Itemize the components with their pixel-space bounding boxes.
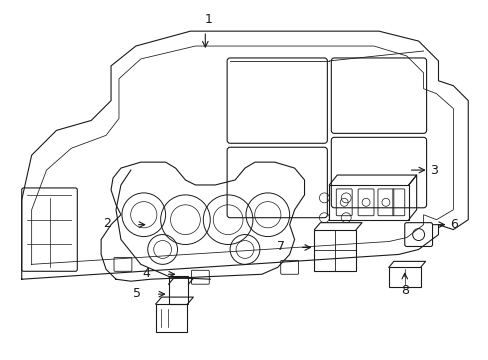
Text: 7: 7	[276, 240, 284, 253]
Text: 1: 1	[204, 13, 212, 26]
Text: 3: 3	[429, 163, 438, 176]
Text: 6: 6	[449, 218, 457, 231]
Text: 8: 8	[400, 284, 408, 297]
Text: 4: 4	[142, 267, 150, 280]
Text: 2: 2	[103, 217, 111, 230]
Text: 5: 5	[133, 287, 141, 300]
